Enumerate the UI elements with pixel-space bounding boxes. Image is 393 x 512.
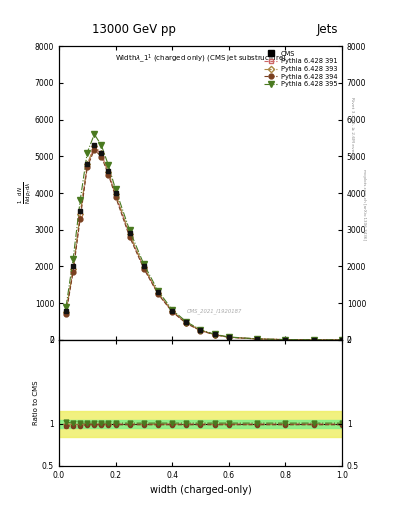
Text: Width$\lambda\_1^1$ (charged only) (CMS jet substructure): Width$\lambda\_1^1$ (charged only) (CMS … [115, 52, 286, 65]
Text: Jets: Jets [316, 23, 338, 36]
Legend: CMS, Pythia 6.428 391, Pythia 6.428 393, Pythia 6.428 394, Pythia 6.428 395: CMS, Pythia 6.428 391, Pythia 6.428 393,… [263, 50, 339, 89]
Y-axis label: $\frac{1}{\mathrm{N}}\frac{\mathrm{d}N}{\mathrm{d}p_T\mathrm{d}\lambda}$: $\frac{1}{\mathrm{N}}\frac{\mathrm{d}N}{… [17, 182, 33, 204]
Bar [59, 411, 342, 437]
Text: 13000 GeV pp: 13000 GeV pp [92, 23, 176, 36]
X-axis label: width (charged-only): width (charged-only) [150, 485, 251, 495]
Bar [59, 420, 342, 428]
Y-axis label: Ratio to CMS: Ratio to CMS [33, 381, 39, 425]
Text: Rivet 3.1.10, ≥ 2.6M events: Rivet 3.1.10, ≥ 2.6M events [350, 97, 354, 159]
Text: mcplots.cern.ch [arXiv:1306.3436]: mcplots.cern.ch [arXiv:1306.3436] [362, 169, 365, 240]
Text: CMS_2021_I1920187: CMS_2021_I1920187 [187, 308, 242, 313]
